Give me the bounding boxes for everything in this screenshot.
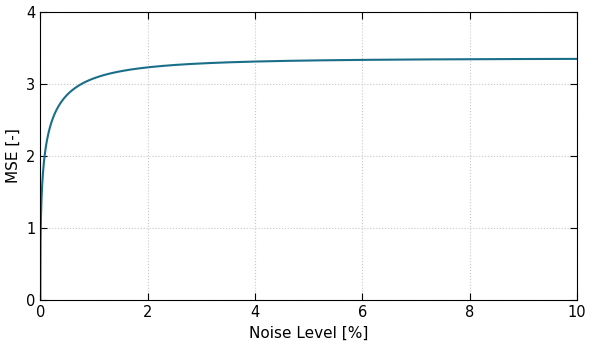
X-axis label: Noise Level [%]: Noise Level [%] — [249, 326, 368, 340]
Y-axis label: MSE [-]: MSE [-] — [5, 128, 21, 183]
